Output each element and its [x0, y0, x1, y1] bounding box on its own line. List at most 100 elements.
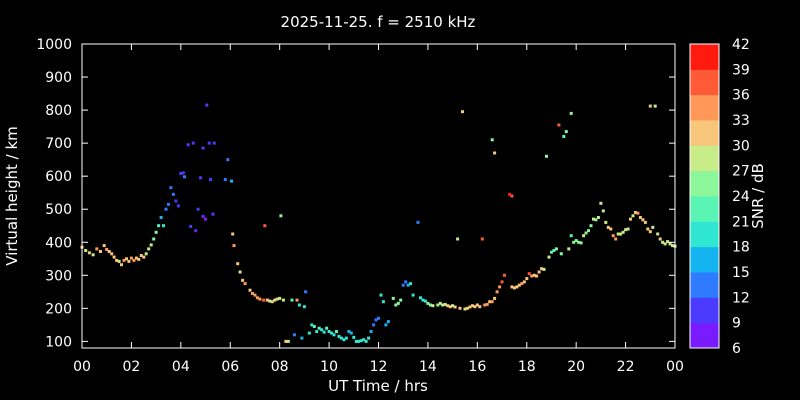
data-point	[241, 278, 245, 282]
data-point	[339, 336, 343, 340]
data-point	[567, 247, 571, 251]
data-point	[263, 224, 267, 228]
data-point	[525, 277, 529, 281]
data-point	[315, 330, 319, 333]
data-point	[129, 256, 133, 260]
data-point	[631, 214, 635, 218]
y-tick-label: 500	[45, 202, 72, 218]
data-point	[186, 143, 190, 147]
colorbar-tick-label: 12	[732, 290, 750, 306]
data-point	[399, 298, 403, 302]
data-point	[522, 280, 526, 284]
data-point	[550, 250, 553, 254]
data-point	[666, 240, 670, 244]
data-point	[159, 216, 163, 219]
data-point	[493, 151, 497, 155]
data-point	[115, 258, 119, 262]
data-point	[396, 301, 400, 305]
data-point	[468, 305, 472, 309]
data-point	[367, 336, 371, 340]
data-point	[653, 104, 657, 108]
data-point	[310, 323, 314, 327]
data-point	[205, 103, 209, 107]
data-point	[609, 227, 613, 231]
x-axis-title: UT Time / hrs	[328, 377, 428, 395]
data-point	[181, 171, 185, 175]
data-point	[211, 212, 215, 216]
colorbar-tick-label: 21	[732, 214, 750, 230]
data-point	[641, 218, 645, 222]
data-point	[461, 110, 464, 114]
colorbar-tick-label: 24	[732, 189, 750, 205]
data-point	[144, 252, 148, 256]
data-point	[621, 230, 625, 234]
data-point	[599, 201, 603, 205]
data-point	[562, 135, 566, 138]
data-point	[480, 237, 484, 241]
colorbar-segment	[690, 297, 719, 324]
data-point	[137, 257, 141, 261]
data-point	[409, 282, 413, 286]
x-tick-label: 12	[370, 359, 388, 375]
data-point	[207, 141, 211, 145]
data-point	[428, 303, 432, 307]
colorbar-tick-label: 42	[732, 37, 750, 53]
data-point	[381, 300, 385, 304]
data-point	[295, 298, 299, 302]
data-point	[547, 255, 551, 259]
colorbar-tick-label: 27	[732, 164, 750, 180]
colorbar-tick-label: 9	[732, 316, 741, 332]
x-tick-label: 20	[567, 359, 585, 375]
data-point	[557, 123, 561, 127]
data-point	[117, 259, 121, 263]
data-point	[300, 336, 304, 340]
data-point	[112, 255, 116, 259]
data-point	[231, 232, 235, 236]
data-point	[362, 338, 366, 342]
data-point	[332, 333, 336, 337]
data-point	[265, 298, 269, 302]
data-point	[232, 244, 236, 248]
data-point	[357, 339, 361, 343]
data-point	[302, 305, 306, 309]
data-point	[199, 176, 203, 180]
data-point	[372, 323, 376, 327]
data-point	[638, 216, 642, 219]
data-point	[572, 240, 576, 244]
x-tick-label: 10	[320, 359, 338, 375]
x-tick-label: 00	[666, 359, 684, 375]
data-point	[330, 331, 334, 335]
y-tick-label: 800	[45, 103, 72, 119]
data-point	[606, 225, 610, 229]
data-point	[584, 231, 588, 235]
data-point	[478, 305, 482, 309]
data-point	[426, 301, 430, 305]
data-point	[238, 270, 242, 274]
data-point	[230, 179, 233, 183]
data-point	[658, 237, 662, 241]
colorbar-segment	[690, 120, 719, 146]
x-tick-label: 16	[468, 359, 486, 375]
data-point	[384, 323, 388, 327]
data-point	[512, 286, 516, 290]
data-point	[671, 244, 674, 248]
data-point	[643, 220, 647, 224]
data-point	[236, 262, 240, 266]
data-point	[582, 234, 586, 238]
data-point	[453, 305, 457, 309]
colorbar-tick-label: 39	[732, 62, 750, 78]
data-point	[416, 220, 420, 224]
data-point	[201, 215, 205, 218]
colorbar-segment	[690, 69, 719, 96]
data-point	[134, 256, 138, 260]
data-point	[503, 273, 506, 277]
data-point	[441, 303, 445, 307]
data-point	[601, 209, 605, 213]
data-point	[495, 290, 499, 294]
colorbar-segment	[690, 145, 719, 172]
data-point	[268, 299, 272, 303]
data-point	[490, 138, 494, 142]
data-point	[154, 230, 158, 234]
data-point	[401, 283, 405, 287]
data-point	[629, 217, 632, 221]
